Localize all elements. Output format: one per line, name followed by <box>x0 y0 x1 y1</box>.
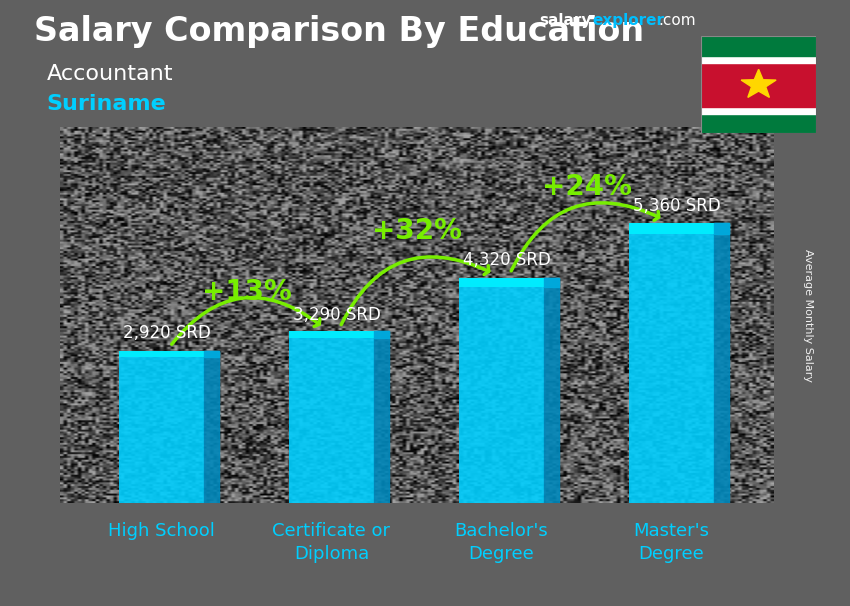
Bar <box>374 331 389 338</box>
Text: 4,320 SRD: 4,320 SRD <box>463 251 551 269</box>
Text: +13%: +13% <box>201 278 292 306</box>
Bar <box>701 62 816 107</box>
Bar <box>204 351 219 503</box>
Text: +32%: +32% <box>371 216 462 245</box>
Bar <box>701 107 816 114</box>
Text: Salary Comparison By Education: Salary Comparison By Education <box>34 15 644 48</box>
Text: Accountant: Accountant <box>47 64 173 84</box>
Bar <box>374 331 389 503</box>
Bar <box>289 331 374 503</box>
Text: explorer: explorer <box>592 13 665 28</box>
Bar <box>119 351 204 357</box>
Bar <box>119 351 204 503</box>
Bar <box>289 331 374 338</box>
Bar <box>714 223 729 503</box>
Text: .com: .com <box>659 13 696 28</box>
Bar <box>459 278 544 287</box>
Bar <box>544 278 559 287</box>
Bar <box>204 351 219 357</box>
Text: 3,290 SRD: 3,290 SRD <box>293 306 381 324</box>
Bar <box>701 56 816 62</box>
Bar <box>701 114 816 133</box>
Bar <box>459 278 544 503</box>
Text: salary: salary <box>540 13 592 28</box>
Text: Average Monthly Salary: Average Monthly Salary <box>803 248 813 382</box>
Bar <box>629 223 714 503</box>
Bar <box>714 223 729 235</box>
Bar <box>629 223 714 235</box>
Text: 2,920 SRD: 2,920 SRD <box>123 324 211 342</box>
Text: Suriname: Suriname <box>47 94 167 114</box>
Text: +24%: +24% <box>541 173 632 201</box>
Bar <box>701 36 816 56</box>
Polygon shape <box>741 69 776 98</box>
Text: 5,360 SRD: 5,360 SRD <box>633 198 721 216</box>
Bar <box>544 278 559 503</box>
